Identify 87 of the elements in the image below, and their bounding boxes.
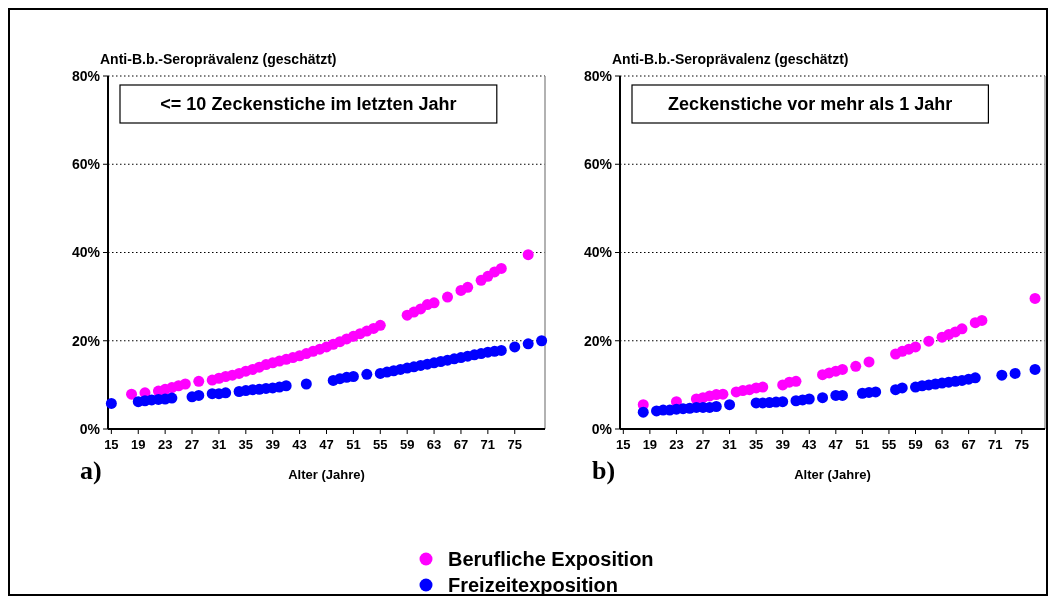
- x-tick-label: 15: [616, 437, 631, 452]
- text: <= 10 Zeckenstiche im letzten Jahr: [160, 94, 457, 115]
- y-tick-label: 60%: [71, 156, 101, 173]
- x-tick-label: 39: [265, 437, 280, 452]
- x-tick-label: 15: [104, 437, 119, 452]
- x-tick-label: 51: [855, 437, 870, 452]
- legend-label: Freizeitexposition: [448, 574, 619, 596]
- point: [166, 392, 178, 404]
- x-tick-label: 19: [131, 437, 146, 452]
- x-tick-label: 59: [908, 437, 923, 452]
- point: [724, 399, 736, 411]
- y-axis-title: Anti-B.b.-Seroprävalenz (geschätzt): [100, 51, 337, 67]
- point: [193, 375, 205, 387]
- y-tick-label: 40%: [583, 244, 613, 261]
- point: [374, 319, 386, 331]
- x-tick-label: 35: [748, 437, 764, 452]
- point: [220, 387, 232, 399]
- point: [193, 389, 205, 401]
- x-tick-label: 55: [373, 437, 388, 452]
- x-tick-label: 51: [346, 437, 361, 452]
- text: b): [592, 456, 616, 485]
- y-tick-label: 60%: [583, 156, 613, 173]
- point: [836, 363, 848, 375]
- x-tick-label: 31: [211, 437, 227, 452]
- x-tick-label: 23: [157, 437, 173, 452]
- point: [1029, 363, 1041, 375]
- legend-label: Berufliche Exposition: [448, 548, 654, 570]
- y-tick-label: 80%: [583, 67, 613, 84]
- x-tick-label: 27: [184, 437, 200, 452]
- point: [1029, 292, 1041, 304]
- point: [637, 406, 649, 418]
- point: [910, 341, 922, 353]
- x-axis-title: Alter (Jahre): [794, 467, 871, 482]
- x-tick-label: 71: [987, 437, 1003, 452]
- point: [522, 249, 534, 261]
- point: [896, 382, 908, 394]
- x-tick-label: 59: [399, 437, 415, 452]
- y-tick-label: 0%: [591, 420, 613, 437]
- x-tick-label: 75: [507, 437, 522, 452]
- point: [923, 335, 935, 347]
- point: [509, 341, 521, 353]
- x-tick-label: 47: [319, 437, 334, 452]
- point: [863, 356, 875, 368]
- y-tick-label: 80%: [71, 67, 101, 84]
- point: [126, 388, 138, 400]
- x-tick-label: 75: [1014, 437, 1029, 452]
- y-tick-label: 20%: [583, 332, 613, 349]
- x-tick-label: 43: [292, 437, 307, 452]
- point: [361, 368, 373, 380]
- point: [850, 360, 862, 372]
- point: [428, 297, 440, 309]
- text: a): [80, 456, 102, 485]
- y-tick-label: 20%: [71, 332, 101, 349]
- y-tick-label: 0%: [79, 420, 101, 437]
- point: [300, 378, 312, 390]
- point: [522, 338, 534, 350]
- x-tick-label: 23: [669, 437, 684, 452]
- point: [536, 335, 548, 347]
- point: [790, 375, 802, 387]
- point: [1009, 367, 1021, 379]
- point: [179, 378, 191, 390]
- x-tick-label: 31: [722, 437, 737, 452]
- x-tick-label: 71: [480, 437, 496, 452]
- x-tick-label: 55: [881, 437, 897, 452]
- x-tick-label: 27: [695, 437, 711, 452]
- x-tick-label: 67: [961, 437, 976, 452]
- point: [442, 291, 454, 303]
- point: [996, 369, 1008, 381]
- point: [757, 381, 769, 393]
- x-tick-label: 63: [934, 437, 950, 452]
- x-tick-label: 19: [642, 437, 658, 452]
- point: [976, 314, 988, 326]
- x-tick-label: 39: [775, 437, 790, 452]
- x-axis-title: Alter (Jahre): [288, 467, 365, 482]
- x-tick-label: 35: [238, 437, 254, 452]
- x-tick-label: 43: [802, 437, 817, 452]
- x-tick-label: 67: [453, 437, 469, 452]
- point: [462, 281, 474, 293]
- point: [105, 397, 117, 409]
- text: Zeckenstiche vor mehr als 1 Jahr: [668, 94, 953, 115]
- y-axis-title: Anti-B.b.-Seroprävalenz (geschätzt): [612, 51, 849, 67]
- y-tick-label: 40%: [71, 244, 101, 261]
- point: [495, 262, 507, 274]
- x-tick-label: 47: [828, 437, 844, 452]
- point: [956, 323, 968, 335]
- x-tick-label: 63: [426, 437, 442, 452]
- point: [817, 392, 829, 404]
